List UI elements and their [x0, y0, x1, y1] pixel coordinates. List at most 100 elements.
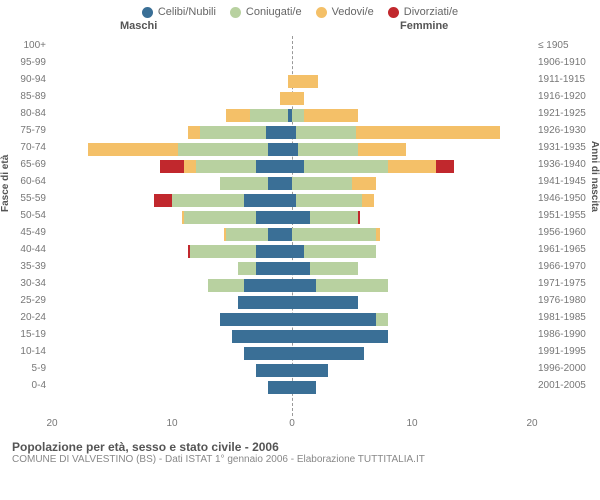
- pyramid-row: [52, 278, 532, 293]
- bar-female-c: [292, 262, 310, 275]
- birth-year-label: 1916-1920: [538, 91, 592, 102]
- bar-male-co: [226, 228, 268, 241]
- birth-year-label: 1961-1965: [538, 244, 592, 255]
- bar-male-c: [232, 330, 292, 343]
- bar-male-c: [220, 313, 292, 326]
- bar-male-co: [220, 177, 268, 190]
- bar-female-co: [310, 262, 358, 275]
- age-label: 95-99: [8, 57, 46, 68]
- bar-male-c: [244, 194, 292, 207]
- pyramid-row: [52, 295, 532, 310]
- label-female: Femmine: [400, 20, 448, 32]
- age-label: 20-24: [8, 312, 46, 323]
- birth-year-label: 1921-1925: [538, 108, 592, 119]
- birth-year-label: 1981-1985: [538, 312, 592, 323]
- pyramid-row: [52, 40, 532, 55]
- bar-female-co: [292, 109, 304, 122]
- bar-male-co: [178, 143, 268, 156]
- bar-female-co: [298, 143, 358, 156]
- caption-title: Popolazione per età, sesso e stato civil…: [12, 440, 588, 454]
- bar-male-d: [160, 160, 184, 173]
- age-label: 60-64: [8, 176, 46, 187]
- age-label: 70-74: [8, 142, 46, 153]
- bar-female-c: [292, 381, 316, 394]
- pyramid-row: [52, 193, 532, 208]
- birth-year-label: 1986-1990: [538, 329, 592, 340]
- swatch-celibi: [142, 7, 153, 18]
- bar-female-d: [358, 211, 360, 224]
- bar-male-c: [244, 347, 292, 360]
- age-label: 100+: [8, 40, 46, 51]
- bar-female-co: [376, 313, 388, 326]
- birth-year-label: 1911-1915: [538, 74, 592, 85]
- bar-male-c: [268, 381, 292, 394]
- plot-area: [52, 36, 532, 416]
- birth-year-label: 1951-1955: [538, 210, 592, 221]
- legend-item-celibi: Celibi/Nubili: [142, 6, 216, 18]
- age-label: 10-14: [8, 346, 46, 357]
- bar-female-v: [388, 160, 436, 173]
- pyramid-row: [52, 57, 532, 72]
- bar-female-v: [292, 75, 318, 88]
- x-tick: 20: [526, 418, 537, 429]
- bar-female-co: [292, 228, 376, 241]
- bar-male-c: [268, 177, 292, 190]
- birth-year-label: ≤ 1905: [538, 40, 592, 51]
- bar-female-co: [316, 279, 388, 292]
- pyramid-row: [52, 125, 532, 140]
- bar-male-v: [184, 160, 196, 173]
- bar-female-co: [304, 160, 388, 173]
- bar-male-v: [188, 126, 200, 139]
- age-label: 50-54: [8, 210, 46, 221]
- age-label: 85-89: [8, 91, 46, 102]
- x-tick: 10: [406, 418, 417, 429]
- bar-male-co: [184, 211, 256, 224]
- gender-labels: Maschi Femmine: [0, 20, 600, 36]
- bar-female-c: [292, 347, 364, 360]
- bar-male-c: [268, 143, 292, 156]
- legend-label: Coniugati/e: [246, 6, 302, 18]
- swatch-divorziati: [388, 7, 399, 18]
- pyramid-row: [52, 91, 532, 106]
- bar-male-co: [208, 279, 244, 292]
- pyramid-row: [52, 142, 532, 157]
- birth-year-label: 1996-2000: [538, 363, 592, 374]
- age-label: 0-4: [8, 380, 46, 391]
- birth-year-label: 1976-1980: [538, 295, 592, 306]
- legend-item-divorziati: Divorziati/e: [388, 6, 458, 18]
- age-label: 30-34: [8, 278, 46, 289]
- pyramid-row: [52, 261, 532, 276]
- bar-male-v: [226, 109, 250, 122]
- bar-female-v: [376, 228, 380, 241]
- age-label: 80-84: [8, 108, 46, 119]
- legend: Celibi/Nubili Coniugati/e Vedovi/e Divor…: [0, 0, 600, 20]
- age-label: 75-79: [8, 125, 46, 136]
- bar-female-c: [292, 364, 328, 377]
- bar-male-v: [182, 211, 184, 224]
- bar-female-c: [292, 330, 388, 343]
- bar-male-co: [172, 194, 244, 207]
- bar-female-v: [356, 126, 500, 139]
- age-label: 15-19: [8, 329, 46, 340]
- age-label: 55-59: [8, 193, 46, 204]
- bar-male-v: [88, 143, 178, 156]
- pyramid-row: [52, 380, 532, 395]
- bar-female-v: [304, 109, 358, 122]
- pyramid-row: [52, 329, 532, 344]
- age-label: 40-44: [8, 244, 46, 255]
- birth-year-label: 1941-1945: [538, 176, 592, 187]
- x-tick: 20: [46, 418, 57, 429]
- bar-female-d: [436, 160, 454, 173]
- pyramid-row: [52, 227, 532, 242]
- age-label: 5-9: [8, 363, 46, 374]
- birth-year-label: 1946-1950: [538, 193, 592, 204]
- bar-male-co: [196, 160, 256, 173]
- x-axis: 201001020: [52, 418, 532, 436]
- age-label: 25-29: [8, 295, 46, 306]
- bar-male-c: [268, 228, 292, 241]
- birth-year-label: 1966-1970: [538, 261, 592, 272]
- bar-male-co: [238, 262, 256, 275]
- bar-female-v: [358, 143, 406, 156]
- caption-subtitle: COMUNE DI VALVESTINO (BS) - Dati ISTAT 1…: [12, 454, 588, 465]
- bar-male-co: [190, 245, 256, 258]
